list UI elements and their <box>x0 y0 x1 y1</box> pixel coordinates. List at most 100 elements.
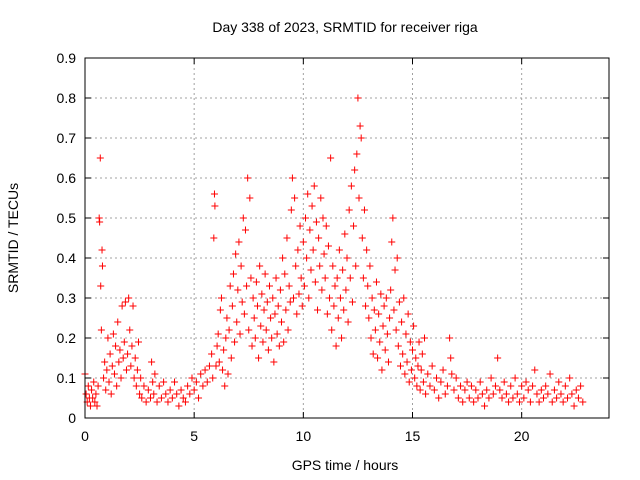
data-point <box>129 302 137 310</box>
data-point <box>188 374 196 382</box>
data-point <box>452 374 460 382</box>
data-point <box>132 382 140 390</box>
data-point <box>446 334 454 342</box>
data-point <box>395 298 403 306</box>
data-point <box>360 206 368 214</box>
data-point <box>262 326 270 334</box>
data-point <box>252 278 260 286</box>
data-point <box>96 154 104 162</box>
data-point <box>273 330 281 338</box>
data-point <box>518 382 526 390</box>
data-point <box>392 326 400 334</box>
data-point <box>375 310 383 318</box>
data-point <box>296 222 304 230</box>
data-point <box>124 350 132 358</box>
data-point <box>244 174 252 182</box>
data-point <box>491 382 499 390</box>
data-point <box>404 310 412 318</box>
data-point <box>372 278 380 286</box>
data-point <box>406 338 414 346</box>
data-point <box>574 394 582 402</box>
data-point <box>138 394 146 402</box>
data-point <box>137 374 145 382</box>
data-point <box>418 350 426 358</box>
data-point <box>295 290 303 298</box>
data-point <box>284 326 292 334</box>
data-point <box>415 338 423 346</box>
data-point <box>371 326 379 334</box>
data-point <box>370 306 378 314</box>
data-point <box>91 398 99 406</box>
data-point <box>364 282 372 290</box>
y-tick-label: 0.2 <box>57 330 77 346</box>
data-point <box>162 390 170 398</box>
data-point <box>288 174 296 182</box>
data-point <box>461 386 469 394</box>
data-point <box>478 390 486 398</box>
data-point <box>322 222 330 230</box>
data-point <box>290 294 298 302</box>
data-point <box>306 226 314 234</box>
data-point <box>175 402 183 410</box>
data-point <box>509 394 517 402</box>
data-point <box>414 362 422 370</box>
data-point <box>577 382 585 390</box>
data-point <box>362 302 370 310</box>
data-point <box>413 382 421 390</box>
data-point <box>104 334 112 342</box>
data-point <box>496 386 504 394</box>
data-point <box>148 358 156 366</box>
data-point <box>344 318 352 326</box>
data-point <box>265 282 273 290</box>
data-point <box>329 262 337 270</box>
data-point <box>346 274 354 282</box>
data-point <box>321 274 329 282</box>
data-point <box>232 250 240 258</box>
chart-title: Day 338 of 2023, SRMTID for receiver rig… <box>212 19 478 35</box>
data-point <box>351 166 359 174</box>
data-point <box>343 254 351 262</box>
data-point <box>221 382 229 390</box>
data-point <box>366 262 374 270</box>
data-point <box>507 382 515 390</box>
data-point <box>340 306 348 314</box>
data-point <box>388 238 396 246</box>
data-point <box>520 394 528 402</box>
data-point <box>238 298 246 306</box>
data-point <box>280 338 288 346</box>
data-point <box>550 386 558 394</box>
data-point <box>90 378 98 386</box>
data-point <box>92 390 100 398</box>
x-tick-label: 15 <box>405 428 421 444</box>
data-point <box>210 234 218 242</box>
y-tick-label: 0.8 <box>57 90 77 106</box>
data-point <box>454 394 462 402</box>
data-point <box>481 402 489 410</box>
data-point <box>281 270 289 278</box>
data-point <box>561 382 569 390</box>
data-point <box>433 374 441 382</box>
data-point <box>263 298 271 306</box>
data-point <box>502 390 510 398</box>
data-point <box>369 350 377 358</box>
data-point <box>559 398 567 406</box>
data-point <box>393 254 401 262</box>
data-point <box>109 330 117 338</box>
data-point <box>426 382 434 390</box>
data-point <box>394 342 402 350</box>
data-point <box>261 270 269 278</box>
data-point <box>398 318 406 326</box>
data-point <box>224 370 232 378</box>
plot-frame <box>84 57 610 419</box>
data-point <box>122 366 130 374</box>
data-point <box>568 390 576 398</box>
data-point <box>197 370 205 378</box>
data-point <box>214 330 222 338</box>
data-point <box>305 294 313 302</box>
data-point <box>505 398 513 406</box>
data-point <box>89 394 97 402</box>
data-point <box>97 326 105 334</box>
data-point <box>327 154 335 162</box>
data-point <box>256 262 264 270</box>
data-point <box>378 366 386 374</box>
